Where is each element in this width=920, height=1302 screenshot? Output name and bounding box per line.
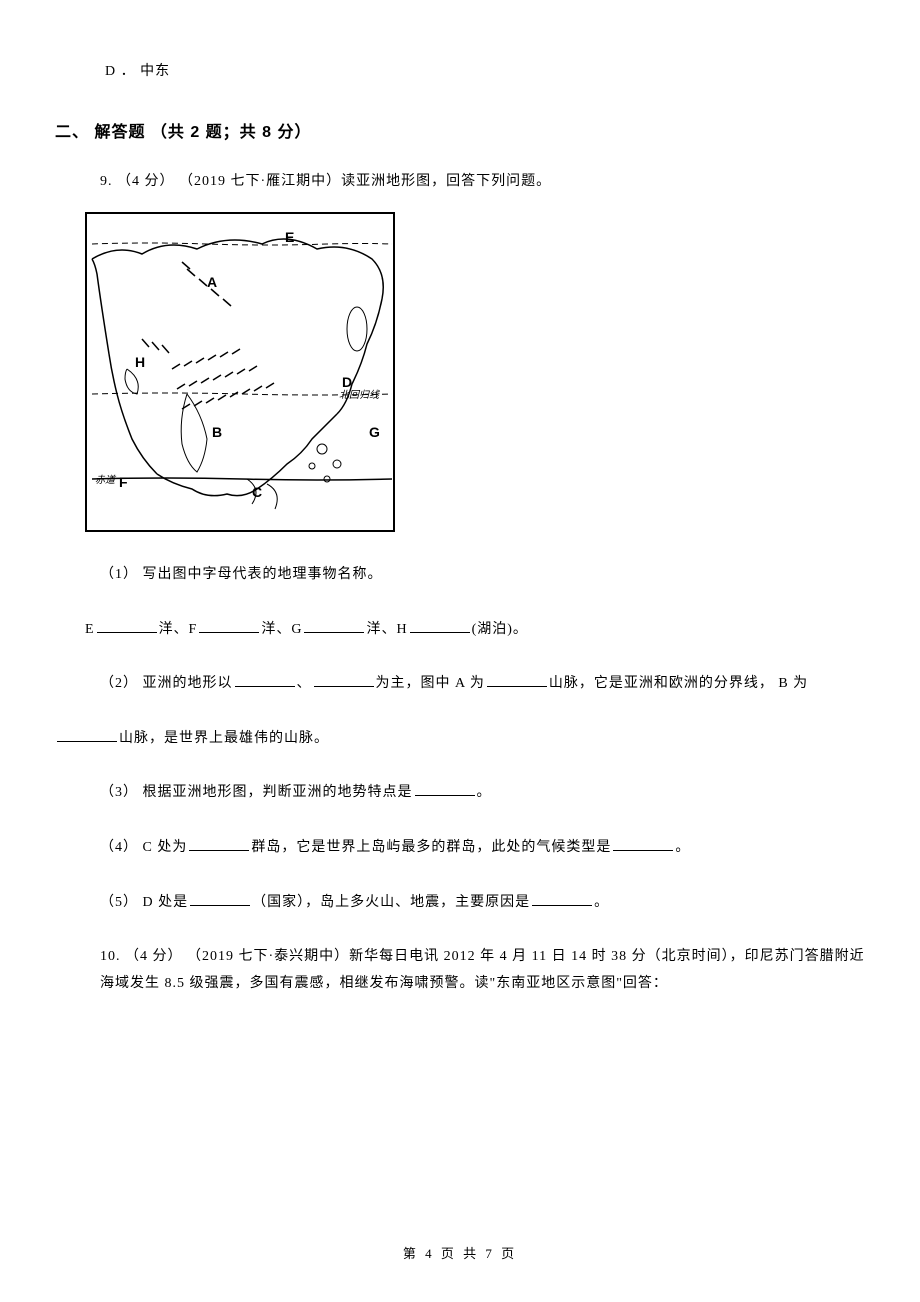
q9-sub5-suffix: 。 bbox=[594, 895, 609, 910]
q9-sub4: （4） C 处为 群岛，它是世界上岛屿最多的群岛，此处的气候类型是 。 bbox=[100, 835, 865, 862]
blank-5b bbox=[532, 892, 592, 906]
q9-sub3-prefix: （3） 根据亚洲地形图，判断亚洲的地势特点是 bbox=[100, 785, 413, 800]
q9-sub3-suffix: 。 bbox=[477, 785, 492, 800]
map-svg bbox=[87, 214, 395, 532]
map-text-tropic: 北回归线 bbox=[339, 386, 379, 401]
q9-sub5-mid: （国家），岛上多火山、地震，主要原因是 bbox=[252, 895, 530, 910]
q10-intro: 10. （4 分） （2019 七下·泰兴期中）新华每日电讯 2012 年 4 … bbox=[100, 944, 865, 997]
q9-sub4-prefix: （4） C 处为 bbox=[100, 840, 187, 855]
section-title: 二、 解答题 （共 2 题；共 8 分） bbox=[55, 118, 865, 142]
page-footer: 第 4 页 共 7 页 bbox=[0, 1243, 920, 1262]
q9-sub2-m2: 为主，图中 A 为 bbox=[376, 676, 485, 691]
blank-4a bbox=[189, 837, 249, 851]
blank-3 bbox=[415, 782, 475, 796]
q9-sub4-mid: 群岛，它是世界上岛屿最多的群岛，此处的气候类型是 bbox=[251, 840, 611, 855]
q9-sub2-cont-text: 山脉，是世界上最雄伟的山脉。 bbox=[119, 731, 329, 746]
q9-sub1-e: E bbox=[85, 622, 95, 637]
q9-sub5-prefix: （5） D 处是 bbox=[100, 895, 188, 910]
q9-sub2-prefix: （2） 亚洲的地形以 bbox=[100, 676, 233, 691]
map-label-e: E bbox=[285, 229, 294, 245]
q9-sub5: （5） D 处是 （国家），岛上多火山、地震，主要原因是 。 bbox=[100, 890, 865, 917]
q9-sub4-suffix: 。 bbox=[675, 840, 690, 855]
q9-sub3: （3） 根据亚洲地形图，判断亚洲的地势特点是 。 bbox=[100, 780, 865, 807]
asia-map: A B C D E F G H 北回归线 赤道 bbox=[85, 212, 395, 532]
blank-f bbox=[199, 619, 259, 633]
q9-sub1-t4: (湖泊)。 bbox=[472, 622, 528, 637]
map-label-g: G bbox=[369, 424, 380, 440]
map-label-a: A bbox=[207, 274, 217, 290]
map-container: A B C D E F G H 北回归线 赤道 bbox=[85, 212, 865, 532]
blank-h bbox=[410, 619, 470, 633]
map-label-b: B bbox=[212, 424, 222, 440]
q9-sub1: （1） 写出图中字母代表的地理事物名称。 bbox=[100, 562, 865, 589]
blank-g bbox=[304, 619, 364, 633]
map-label-h: H bbox=[135, 354, 145, 370]
q9-intro: 9. （4 分） （2019 七下·雁江期中）读亚洲地形图，回答下列问题。 bbox=[100, 170, 865, 190]
blank-e bbox=[97, 619, 157, 633]
map-label-f: F bbox=[119, 474, 128, 490]
blank-5a bbox=[190, 892, 250, 906]
blank-2c bbox=[487, 673, 547, 687]
blank-2b bbox=[314, 673, 374, 687]
blank-4b bbox=[613, 837, 673, 851]
q9-sub1-t3: 洋、H bbox=[366, 622, 407, 637]
blank-2a bbox=[235, 673, 295, 687]
q9-sub2-cont: 山脉，是世界上最雄伟的山脉。 bbox=[55, 726, 865, 753]
q9-sub1-t2: 洋、G bbox=[261, 622, 302, 637]
q9-sub2: （2） 亚洲的地形以 、 为主，图中 A 为 山脉，它是亚洲和欧洲的分界线， B 为 bbox=[100, 671, 865, 698]
q9-sub2-m3: 山脉，它是亚洲和欧洲的分界线， B 为 bbox=[549, 676, 808, 691]
map-text-equator: 赤道 bbox=[95, 471, 115, 486]
q9-sub2-m1: 、 bbox=[297, 676, 312, 691]
q9-sub1-line2: E 洋、F 洋、G 洋、H (湖泊)。 bbox=[85, 617, 865, 644]
option-d-text: D ． 中东 bbox=[105, 60, 865, 80]
blank-2d bbox=[57, 728, 117, 742]
map-label-c: C bbox=[252, 484, 262, 500]
q9-sub1-t1: 洋、F bbox=[159, 622, 198, 637]
